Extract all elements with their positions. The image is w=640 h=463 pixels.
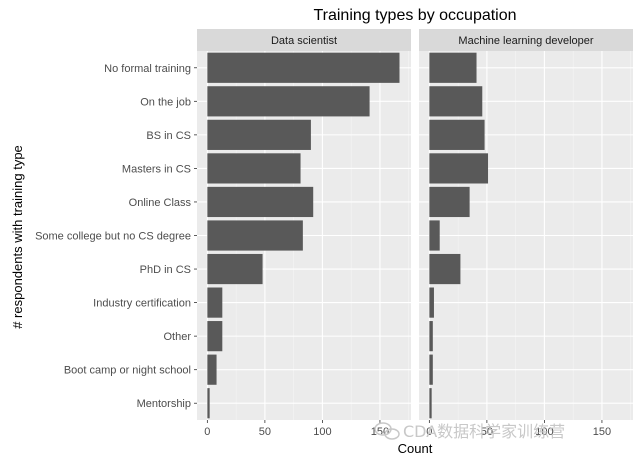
y-tick-label: Online Class [129, 197, 192, 209]
y-tick-label: No formal training [104, 63, 191, 75]
x-tick-label: 50 [259, 426, 271, 438]
bar [207, 86, 370, 117]
y-tick-label: Industry certification [93, 298, 191, 310]
bar [429, 388, 432, 419]
y-tick-label: Mentorship [137, 398, 191, 410]
bar [207, 220, 303, 251]
y-tick-label: Masters in CS [122, 163, 191, 175]
x-tick-label: 100 [313, 426, 331, 438]
bar [429, 253, 461, 285]
bar [429, 321, 433, 352]
bar [207, 388, 210, 419]
facet-strip-label: Data scientist [271, 35, 337, 47]
bar [207, 119, 311, 150]
bar [207, 287, 223, 318]
y-tick-label: On the job [140, 96, 191, 108]
x-tick-label: 100 [535, 426, 553, 438]
y-tick-label: PhD in CS [140, 264, 191, 276]
x-tick-label: 50 [481, 426, 493, 438]
bar [207, 52, 400, 83]
wechat-icon [374, 422, 400, 440]
bar [429, 220, 440, 251]
bar [429, 86, 483, 117]
facet-strip [197, 29, 411, 51]
bar [207, 186, 314, 218]
bar [207, 153, 301, 184]
y-tick-label: Some college but no CS degree [35, 231, 191, 243]
bar [429, 287, 434, 318]
bar [207, 354, 217, 385]
y-tick-label: Other [163, 331, 191, 343]
bar [429, 186, 470, 218]
bar [429, 153, 489, 184]
y-tick-label: Boot camp or night school [64, 365, 191, 377]
bar [429, 119, 485, 150]
bar [429, 354, 433, 385]
x-axis-title: Count [398, 441, 433, 456]
watermark-text: CDA数据科学家训练营 [403, 422, 565, 441]
bar [207, 321, 223, 352]
facet-strip [419, 29, 633, 51]
x-tick-label: 0 [426, 426, 432, 438]
facet-panel: Machine learning developer 0 50 100 150 [419, 29, 633, 438]
chart-title: Training types by occupation [313, 7, 516, 24]
x-tick-label: 150 [593, 426, 611, 438]
bar [207, 253, 263, 285]
x-tick-label: 0 [204, 426, 210, 438]
watermark: CDA数据科学家训练营 [374, 422, 565, 441]
facet-strip-label: Machine learning developer [458, 35, 593, 47]
bar [429, 52, 477, 83]
y-tick-label: BS in CS [146, 130, 191, 142]
y-tick-labels: No formal training On the job BS in CS Mast… [35, 63, 197, 410]
y-axis-title: # respondents with training type [10, 145, 25, 329]
